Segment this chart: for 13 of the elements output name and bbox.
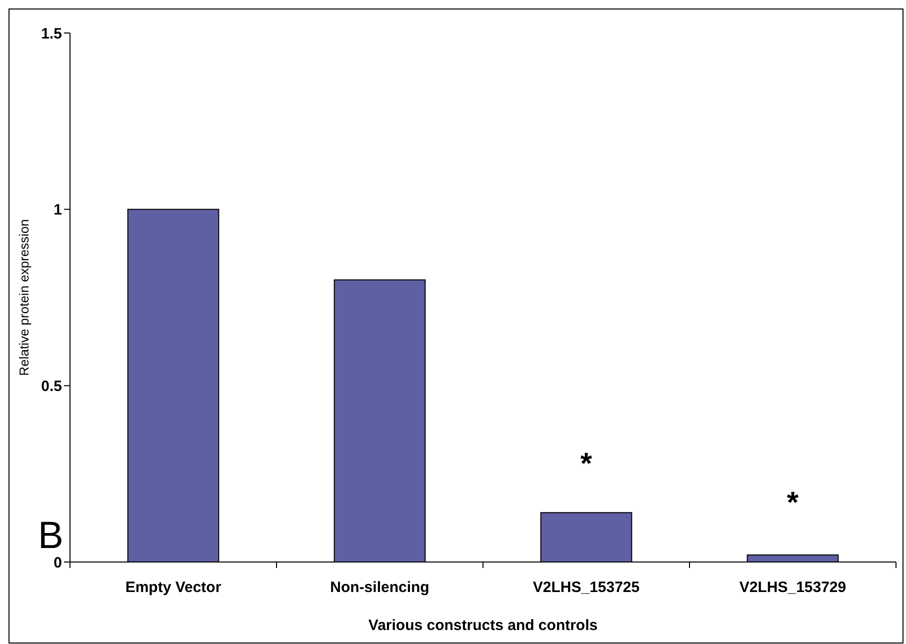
x-axis-title: Various constructs and controls: [368, 617, 598, 634]
y-tick-label: 1: [54, 202, 62, 219]
y-tick-label: 1.5: [41, 25, 62, 42]
y-tick-label: 0.5: [41, 378, 62, 395]
annotation: *: [580, 448, 592, 481]
x-tick-label: V2LHS_153725: [532, 579, 640, 596]
x-tick-label: Empty Vector: [125, 579, 222, 596]
text: B: [38, 514, 64, 557]
x-tick-label: V2LHS_153729: [739, 579, 846, 596]
x-tick-label: Non-silencing: [330, 579, 430, 596]
y-axis-title: Relative protein expression: [16, 219, 32, 376]
annotation: *: [786, 486, 799, 520]
y-tick-label: 0: [54, 554, 62, 572]
